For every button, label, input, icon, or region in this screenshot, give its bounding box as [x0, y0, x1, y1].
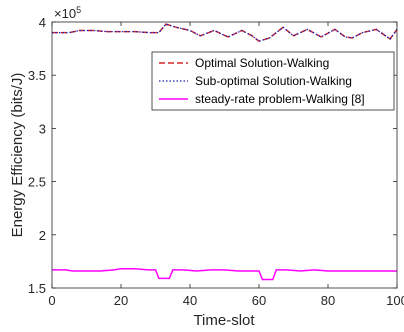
y-tick-label: 3: [39, 121, 46, 136]
x-tick-label: 0: [48, 293, 55, 308]
y-tick-label: 2: [39, 228, 46, 243]
legend-label-steady-rate: steady-rate problem-Walking [8]: [195, 92, 365, 106]
x-tick-label: 20: [114, 293, 128, 308]
y-tick-label: 1.5: [28, 281, 46, 296]
ticks-layer: 0 20 40 60 80 100 1.5 2 2.5 3 3.5 4: [28, 15, 404, 308]
x-tick-label: 60: [252, 293, 266, 308]
x-tick-label: 40: [183, 293, 197, 308]
series-layer: [52, 23, 398, 281]
legend-box: [151, 51, 395, 111]
y-exponent-label: ×105: [54, 5, 81, 21]
legend: Optimal Solution-Walking Sub-optimal Sol…: [151, 51, 395, 111]
plot-area-frame: [51, 21, 398, 289]
y-tick-label: 4: [39, 15, 46, 30]
y-exponent-power: 5: [76, 5, 81, 15]
y-tick-label: 2.5: [28, 175, 46, 190]
legend-label-optimal: Optimal Solution-Walking: [195, 56, 329, 70]
legend-label-suboptimal: Sub-optimal Solution-Walking: [195, 74, 352, 88]
y-axis-label: Energy Efficiency (bits/J): [9, 73, 26, 238]
series-line-1: [52, 23, 398, 42]
x-axis-label: Time-slot: [193, 312, 255, 329]
y-tick-label: 3.5: [28, 68, 46, 83]
x-tick-label: 80: [321, 293, 335, 308]
x-tick-label: 100: [386, 293, 404, 308]
y-exponent-base: ×10: [54, 6, 76, 21]
series-line-2: [52, 268, 397, 281]
